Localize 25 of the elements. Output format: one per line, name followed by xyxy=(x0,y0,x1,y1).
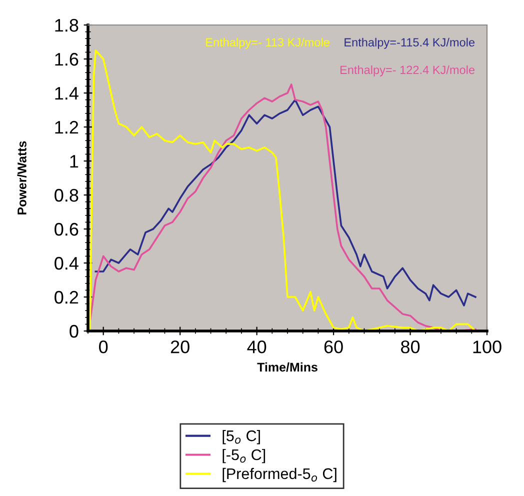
annotation: Enthalpy=- 122.4 KJ/mole xyxy=(340,65,475,76)
legend-label: [-5$_{o}$ C] xyxy=(222,448,266,464)
x-tick-label: 20 xyxy=(170,340,190,354)
y-tick-label: 1.8 xyxy=(55,18,78,32)
x-tick-label: 0 xyxy=(99,340,108,354)
y-tick-label: 0.8 xyxy=(54,188,78,202)
y-tick-label: 0 xyxy=(70,324,78,338)
annotation: Enthalpy=- 113 KJ/mole xyxy=(206,38,330,49)
legend-label: [Preformed-5$_{o}$ C] xyxy=(222,468,336,482)
legend-label: [5$_{o}$ C] xyxy=(222,430,260,444)
line-series xyxy=(94,98,476,306)
y-tick-label: 1.2 xyxy=(55,120,78,134)
y-tick-label: 1.4 xyxy=(55,87,78,100)
x-tick-label: 60 xyxy=(324,340,343,354)
y-tick-label: 0.6 xyxy=(54,222,78,236)
x-tick-label: 80 xyxy=(401,340,420,354)
y-tick-label: 0.4 xyxy=(54,256,78,270)
y-tick-label: 1 xyxy=(70,155,78,168)
x-tick-label: 100 xyxy=(473,340,502,354)
y-tick-label: 1.6 xyxy=(55,52,78,66)
x-axis-title: Time/Mins xyxy=(257,362,318,372)
annotation: Enthalpy=-115.4 KJ/mole xyxy=(344,38,475,49)
y-axis-title: Power/Watts xyxy=(17,141,27,214)
y-tick-label: 0.2 xyxy=(54,290,78,304)
x-tick-label: 40 xyxy=(247,340,266,354)
